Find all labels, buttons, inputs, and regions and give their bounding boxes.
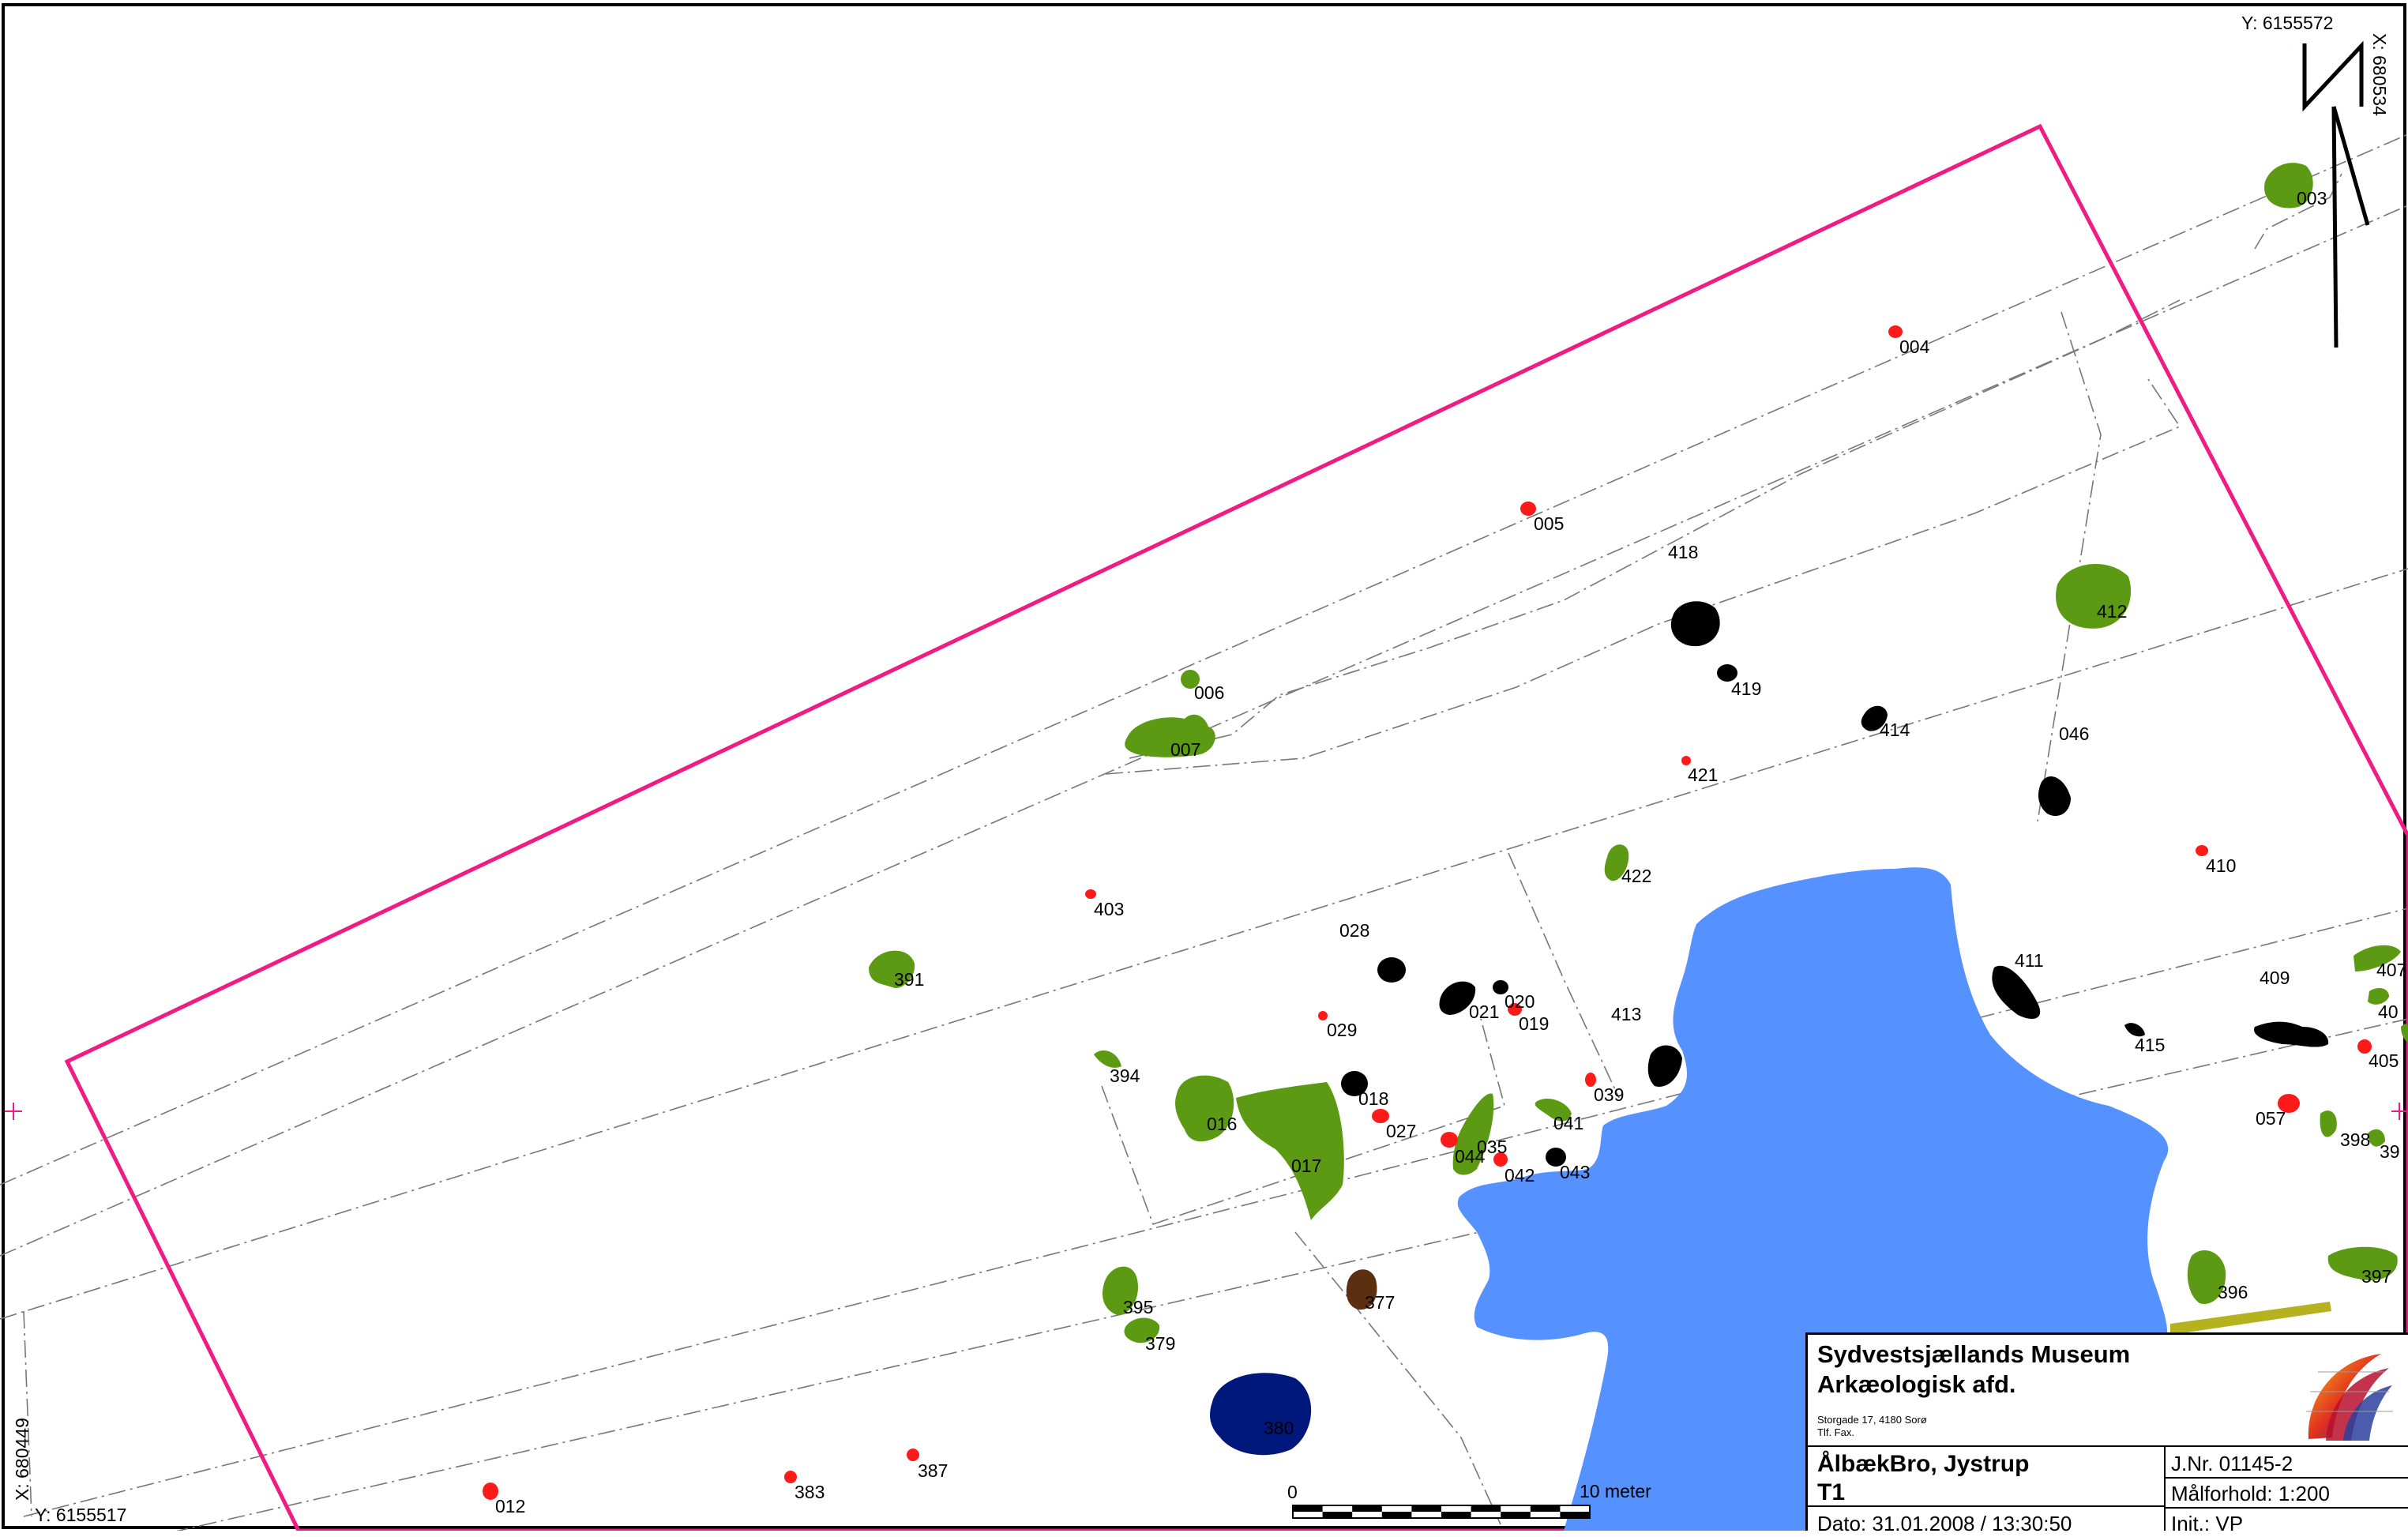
scale-bar-segment (1471, 1505, 1501, 1512)
feature-label-396: 396 (2218, 1282, 2248, 1302)
feature-label-057: 057 (2256, 1108, 2286, 1129)
feature-label-041: 041 (1553, 1113, 1583, 1133)
map-frame (2, 3, 2406, 1529)
feature-label-042: 042 (1505, 1165, 1535, 1186)
feature-label-379: 379 (1145, 1333, 1175, 1354)
scale-bar-segment (1322, 1512, 1353, 1518)
feature-label-039: 039 (1594, 1084, 1624, 1105)
feature-label-003: 003 (2297, 188, 2327, 209)
coord-bottom-x: X: 680449 (12, 1418, 32, 1501)
feature-label-012: 012 (495, 1496, 525, 1516)
feature-label-020: 020 (1505, 991, 1535, 1012)
scale-bar-start: 0 (1287, 1482, 1298, 1502)
feature-label-035: 035 (1477, 1137, 1507, 1157)
feature-label-412: 412 (2097, 601, 2127, 622)
site-name: ÅlbækBro, Jystrup (1817, 1451, 2030, 1477)
feature-label-044: 044 (1455, 1146, 1486, 1167)
address-text: Storgade 17, 4180 Sorø (1817, 1414, 1927, 1426)
crosshairs (5, 1103, 2407, 1120)
feature-label-018: 018 (1358, 1088, 1388, 1109)
journal-number: J.Nr. 01145-2 (2171, 1452, 2293, 1475)
feature-label-397: 397 (2361, 1266, 2391, 1287)
drawer-initials: Init.: VP (2171, 1512, 2244, 1535)
feature-label-410: 410 (2206, 855, 2236, 876)
olive-feature (2170, 1302, 2331, 1335)
green-features (869, 163, 2408, 1343)
feature-label-007: 007 (1170, 739, 1200, 760)
coord-top-y: Y: 6155572 (2241, 13, 2333, 33)
feature-label-019: 019 (1519, 1013, 1549, 1034)
feature-label-39: 39 (2380, 1141, 2400, 1162)
feature-label-016: 016 (1207, 1114, 1237, 1134)
site-info: ÅlbækBro, Jystrup T1 (1817, 1450, 2029, 1507)
lake-feature (1457, 867, 2169, 1531)
red-features (483, 325, 2372, 1500)
museum-department: Arkæologisk afd. (1817, 1370, 2016, 1398)
feature-label-403: 403 (1094, 899, 1124, 919)
title-block: Sydvestsjællands Museum Arkæologisk afd.… (1805, 1332, 2408, 1535)
scale-bar-end: 10 meter (1580, 1481, 1651, 1501)
feature-label-418: 418 (1668, 542, 1698, 562)
navy-pit (1210, 1373, 1312, 1456)
coord-top-x: X: 680534 (2369, 33, 2390, 116)
feature-label-387: 387 (918, 1460, 948, 1481)
scale-bar-segment (1352, 1505, 1382, 1512)
feature-label-422: 422 (1621, 866, 1651, 886)
scale-bar-segment (1441, 1512, 1471, 1518)
scale-bar-segment (1411, 1505, 1441, 1512)
feature-label-027: 027 (1386, 1121, 1416, 1141)
feature-label-043: 043 (1560, 1162, 1590, 1182)
feature-label-409: 409 (2260, 968, 2290, 988)
feature-label-40: 40 (2378, 1001, 2399, 1022)
feature-label-006: 006 (1194, 682, 1224, 703)
phone-text: Tlf. Fax. (1817, 1426, 1854, 1438)
feature-label-395: 395 (1123, 1297, 1153, 1317)
feature-label-413: 413 (1611, 1004, 1641, 1024)
excavation-boundary (64, 123, 2408, 1531)
museum-name-line1: Sydvestsjællands Museum (1817, 1340, 2131, 1368)
museum-logo-icon (2306, 1354, 2393, 1441)
feature-label-017: 017 (1291, 1156, 1321, 1176)
coord-bottom-y: Y: 6155517 (35, 1505, 126, 1525)
museum-address: Storgade 17, 4180 Sorø Tlf. Fax. (1817, 1414, 1927, 1439)
feature-label-411: 411 (2015, 950, 2044, 971)
feature-label-046: 046 (2059, 723, 2089, 744)
feature-labels: 003 004 005 418 412 006 419 414 046 007 421 410 422 4… (495, 188, 2406, 1516)
north-arrow (2302, 40, 2370, 348)
feature-label-415: 415 (2135, 1035, 2165, 1055)
scale-bar-segment (1501, 1512, 1531, 1518)
scale-bar: 0 10 meter (1287, 1481, 1651, 1519)
feature-label-407: 407 (2376, 960, 2406, 980)
feature-label-005: 005 (1534, 513, 1564, 534)
feature-label-028: 028 (1339, 920, 1369, 941)
feature-label-419: 419 (1731, 678, 1761, 699)
map-scale: Målforhold: 1:200 (2171, 1482, 2330, 1505)
feature-label-405: 405 (2369, 1050, 2399, 1071)
feature-label-380: 380 (1264, 1418, 1294, 1438)
scale-bar-segment (1381, 1512, 1412, 1518)
drawing-date: Dato: 31.01.2008 / 13:30:50 (1817, 1512, 2072, 1535)
feature-label-398: 398 (2340, 1129, 2370, 1150)
feature-label-414: 414 (1880, 720, 1910, 740)
feature-label-421: 421 (1688, 765, 1718, 785)
scale-bar-segment (1293, 1505, 1323, 1512)
feature-label-391: 391 (894, 969, 924, 990)
brown-feature (1346, 1269, 1377, 1310)
scale-bar-segment (1560, 1512, 1590, 1518)
feature-label-021: 021 (1469, 1001, 1499, 1022)
scale-bar-segment (1530, 1505, 1561, 1512)
black-features (1341, 601, 2329, 1167)
feature-label-004: 004 (1899, 336, 1930, 357)
feature-label-394: 394 (1110, 1065, 1140, 1086)
feature-label-377: 377 (1365, 1292, 1395, 1313)
feature-label-029: 029 (1327, 1020, 1357, 1040)
feature-label-383: 383 (795, 1482, 825, 1502)
north-arrow-letter: N (2292, 48, 2293, 50)
sheet-id: T1 (1817, 1479, 1846, 1505)
museum-name: Sydvestsjællands Museum Arkæologisk afd. (1817, 1340, 2130, 1400)
